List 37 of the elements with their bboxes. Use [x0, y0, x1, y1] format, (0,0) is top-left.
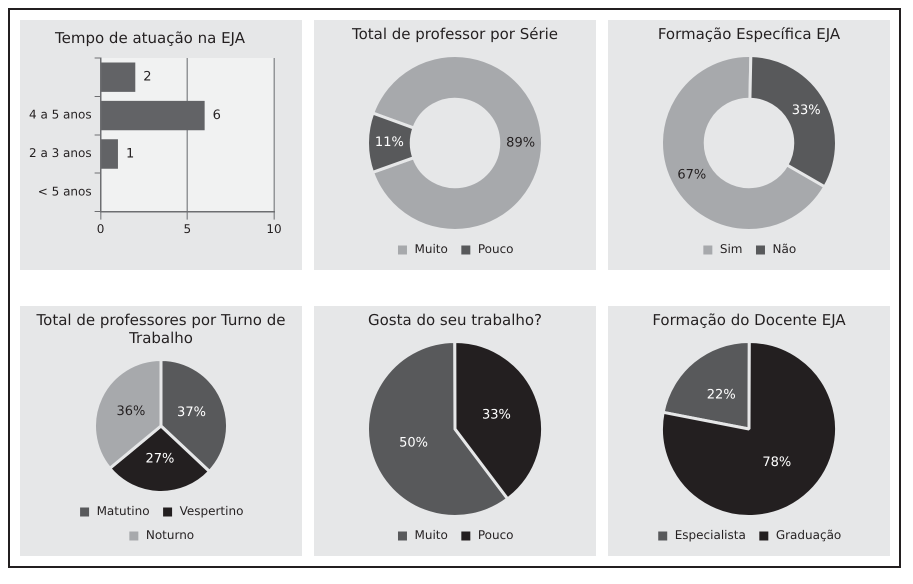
data-label: 6	[212, 108, 221, 123]
data-label: 67%	[677, 168, 706, 183]
legend-label: Não	[772, 242, 796, 256]
x-tick-label: 10	[266, 222, 282, 236]
chart-title: Gosta do seu trabalho?	[368, 310, 542, 329]
legend-label: Especialista	[674, 528, 746, 542]
x-tick-label: 0	[96, 222, 104, 236]
data-label: 50%	[399, 435, 428, 450]
legend-label: Sim	[720, 242, 742, 256]
chart-title: Formação Específica EJA	[658, 24, 841, 43]
y-tick-label: 2 a 3 anos	[28, 146, 92, 160]
data-label: 37%	[177, 405, 206, 420]
chart-title: Formação do Docente EJA	[652, 310, 846, 329]
chart-title: Total de professores por Turno de Trabalho	[36, 310, 286, 347]
legend-label: Graduação	[776, 528, 842, 542]
legend-label: Pouco	[478, 242, 514, 256]
legend-label: Vespertino	[180, 504, 244, 518]
legend-label: Matutino	[96, 504, 150, 518]
data-label: 78%	[762, 455, 792, 470]
legend-label: Muito	[414, 242, 448, 256]
y-tick-label: < 5 anos	[38, 184, 92, 199]
data-label: 33%	[482, 407, 511, 422]
x-tick-label: 5	[183, 222, 192, 236]
legend-label: Pouco	[478, 528, 514, 542]
data-label: 36%	[116, 404, 146, 420]
data-label: 11%	[374, 135, 404, 150]
legend-label: Muito	[414, 528, 448, 542]
data-label: 33%	[792, 103, 821, 118]
legend-label: Noturno	[146, 528, 194, 542]
data-label: 1	[126, 146, 134, 162]
data-label: 89%	[506, 136, 536, 151]
chart-title: Total de professor por Série	[350, 24, 558, 43]
chart-title: Tempo de atuação na EJA	[54, 28, 246, 47]
y-tick-label: 4 a 5 anos	[28, 108, 92, 122]
data-label: 22%	[706, 388, 736, 403]
data-label: 2	[143, 70, 152, 85]
data-label: 27%	[146, 452, 174, 467]
